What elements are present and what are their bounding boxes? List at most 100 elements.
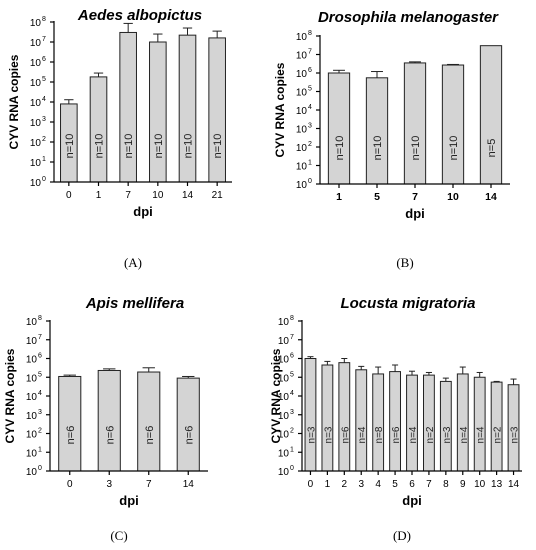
y-tick-exponent: 4 — [290, 390, 294, 397]
y-tick-label: 10 — [26, 373, 38, 384]
n-label: n=10 — [153, 134, 165, 159]
y-tick-label: 10 — [26, 317, 38, 328]
y-tick-label: 10 — [30, 78, 42, 89]
x-axis-label: dpi — [133, 204, 153, 219]
x-tick-label: 7 — [125, 190, 131, 201]
bar-4 — [372, 373, 385, 472]
y-tick-exponent: 3 — [290, 409, 294, 416]
y-axis-label: CYV RNA copies — [7, 54, 21, 149]
n-label: n=10 — [183, 134, 195, 159]
y-tick-exponent: 7 — [290, 334, 294, 341]
y-tick-label: 10 — [30, 98, 42, 109]
y-tick-label: 10 — [30, 138, 42, 149]
y-tick-label: 10 — [26, 355, 38, 366]
y-tick-label: 10 — [296, 180, 308, 191]
n-label: n=6 — [183, 426, 195, 445]
y-tick-label: 10 — [296, 106, 308, 117]
y-tick-label: 10 — [278, 336, 290, 347]
bar-1 — [327, 72, 351, 185]
x-tick-label: 4 — [375, 479, 381, 490]
chart-panel-a: Aedes albopictus CYV RNA copies n=10 0 n=10 1… — [7, 7, 232, 270]
n-label: n=10 — [64, 134, 76, 159]
y-tick-exponent: 4 — [308, 104, 312, 111]
y-tick-exponent: 8 — [38, 315, 42, 322]
bar-10 — [473, 376, 486, 472]
bar-5 — [389, 371, 401, 472]
x-tick-label: 7 — [412, 191, 418, 203]
bar-1 — [89, 76, 108, 183]
bar-3 — [355, 369, 368, 472]
y-tick-exponent: 1 — [290, 446, 294, 453]
y-tick-exponent: 3 — [42, 116, 46, 123]
x-tick-label: 14 — [485, 191, 497, 203]
y-tick-label: 10 — [26, 411, 38, 422]
x-axis-label: dpi — [119, 493, 139, 508]
x-tick-label: 1 — [96, 190, 102, 201]
bar-10 — [441, 64, 465, 185]
x-tick-label: 10 — [447, 191, 459, 203]
bar-14 — [176, 377, 200, 472]
y-tick-label: 10 — [278, 355, 290, 366]
x-tick-label: 6 — [409, 479, 415, 490]
bar-14 — [178, 34, 197, 183]
y-tick-exponent: 2 — [38, 428, 42, 435]
y-tick-exponent: 8 — [290, 315, 294, 322]
y-tick-exponent: 1 — [308, 160, 312, 167]
y-tick-exponent: 8 — [308, 30, 312, 37]
y-tick-exponent: 3 — [308, 123, 312, 130]
x-tick-label: 14 — [508, 479, 520, 490]
bar-3 — [97, 369, 121, 472]
bar-7 — [423, 374, 435, 472]
x-tick-label: 1 — [325, 479, 331, 490]
y-tick-exponent: 4 — [42, 96, 46, 103]
bar-6 — [406, 374, 418, 472]
y-tick-exponent: 6 — [308, 67, 312, 74]
n-label: n=10 — [448, 136, 460, 161]
panel-label: (D) — [393, 528, 411, 543]
y-axis-label: CYV RNA copies — [3, 348, 17, 443]
x-tick-label: 9 — [460, 479, 466, 490]
chart-title: Locusta migratoria — [340, 295, 475, 312]
y-tick-label: 10 — [296, 88, 308, 99]
y-tick-label: 10 — [30, 58, 42, 69]
y-tick-exponent: 2 — [42, 136, 46, 143]
x-tick-label: 0 — [66, 190, 72, 201]
y-axis-label: CYV RNA copies — [269, 348, 283, 443]
bar-10 — [149, 41, 167, 183]
y-tick-label: 10 — [278, 448, 290, 459]
panel-label: (C) — [110, 528, 127, 543]
n-label: n=3 — [306, 426, 317, 443]
y-tick-label: 10 — [26, 448, 38, 459]
n-label: n=3 — [323, 426, 334, 443]
chart-panel-b: Drosophila melanogaster CYV RNA copies n=1… — [273, 9, 510, 270]
n-label: n=4 — [357, 426, 368, 443]
y-tick-label: 10 — [296, 69, 308, 80]
n-label: n=6 — [391, 426, 402, 443]
y-tick-exponent: 4 — [38, 390, 42, 397]
n-label: n=10 — [410, 136, 422, 161]
y-tick-label: 10 — [26, 336, 38, 347]
n-label: n=10 — [123, 134, 135, 159]
x-tick-label: 14 — [182, 190, 194, 201]
x-tick-label: 8 — [443, 479, 449, 490]
y-tick-exponent: 7 — [308, 49, 312, 56]
x-axis-label: dpi — [405, 206, 425, 221]
x-tick-label: 3 — [358, 479, 364, 490]
x-tick-label: 7 — [426, 479, 432, 490]
n-label: n=6 — [65, 426, 77, 445]
y-tick-exponent: 2 — [308, 141, 312, 148]
n-label: n=2 — [493, 426, 504, 443]
y-tick-label: 10 — [296, 143, 308, 154]
n-label: n=4 — [459, 426, 470, 443]
n-label: n=10 — [372, 136, 384, 161]
y-tick-exponent: 5 — [290, 371, 294, 378]
n-label: n=4 — [476, 426, 487, 443]
bar-1 — [321, 364, 334, 472]
y-tick-label: 10 — [30, 118, 42, 129]
y-tick-exponent: 0 — [290, 465, 294, 472]
n-label: n=10 — [94, 134, 106, 159]
y-tick-label: 10 — [278, 392, 290, 403]
x-tick-label: 2 — [342, 479, 348, 490]
y-tick-exponent: 7 — [38, 334, 42, 341]
y-tick-label: 10 — [278, 411, 290, 422]
